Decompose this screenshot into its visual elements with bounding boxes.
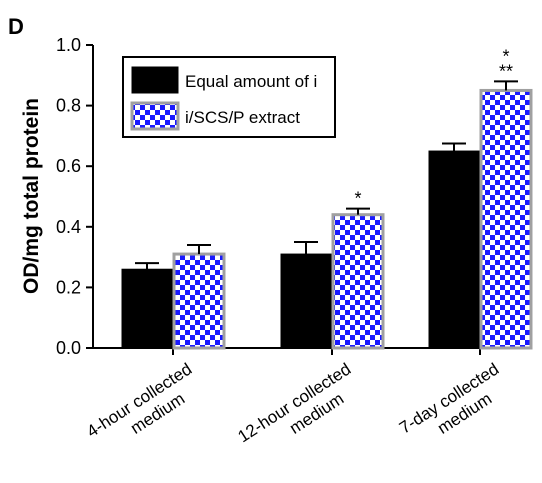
significance-marker: * — [502, 46, 509, 66]
y-axis-label: OD/mg total protein — [20, 98, 43, 294]
y-tick-label: 0.2 — [56, 277, 81, 297]
legend-swatch — [131, 66, 179, 94]
bar — [479, 88, 533, 350]
legend: Equal amount of i i/SCS/P extract — [122, 56, 336, 138]
legend-label: Equal amount of i — [185, 72, 317, 91]
y-tick-label: 0.0 — [56, 338, 81, 358]
panel-label: D — [8, 14, 24, 39]
legend-swatch — [130, 101, 180, 131]
bar — [428, 150, 480, 349]
legend-label: i/SCS/P extract — [185, 108, 300, 127]
significance-marker: * — [354, 189, 361, 209]
y-tick-label: 0.4 — [56, 217, 81, 237]
bar — [280, 253, 332, 349]
y-tick-label: 1.0 — [56, 35, 81, 55]
bar — [172, 252, 226, 350]
bar — [331, 213, 385, 350]
bar — [121, 268, 173, 349]
significance-marker: ** — [499, 61, 513, 81]
y-tick-label: 0.8 — [56, 96, 81, 116]
y-tick-label: 0.6 — [56, 156, 81, 176]
